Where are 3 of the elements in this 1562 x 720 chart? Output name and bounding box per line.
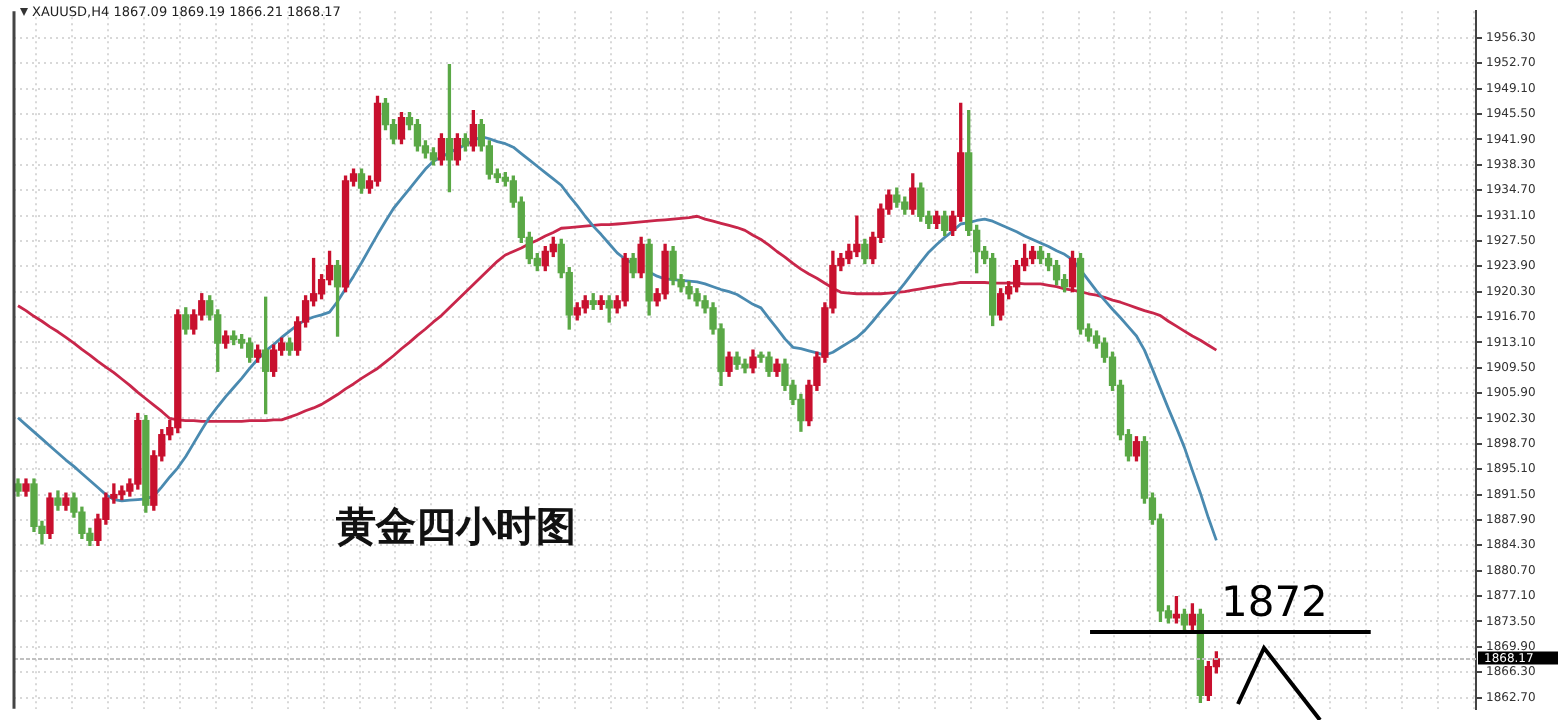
ref-line-label: 1872 <box>1220 577 1328 626</box>
annotation: 黄金四小时图 <box>336 500 576 554</box>
candlestick <box>853 215 861 258</box>
